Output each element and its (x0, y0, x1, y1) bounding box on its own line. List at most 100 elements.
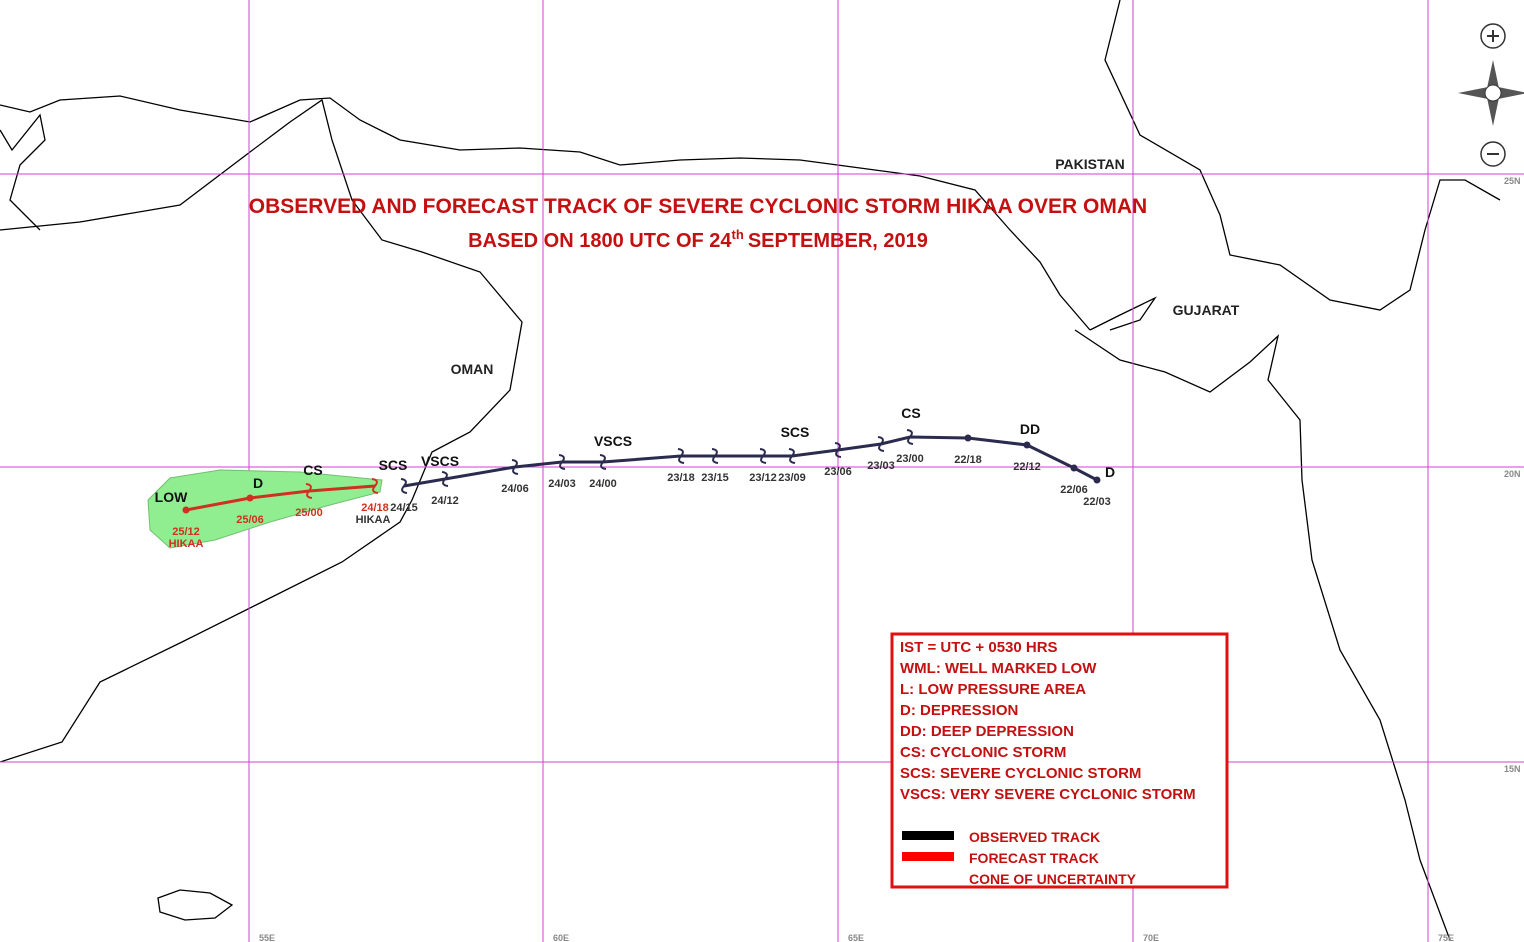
time-label: 24/18 (361, 502, 389, 514)
legend-note: SCS: SEVERE CYCLONIC STORM (900, 765, 1141, 782)
legend-note: WML: WELL MARKED LOW (900, 660, 1097, 677)
intensity-label: VSCS (421, 453, 459, 469)
cyclone-symbol (906, 429, 914, 445)
zoom-out[interactable] (1480, 141, 1506, 167)
region-label: PAKISTAN (1055, 156, 1124, 172)
legend: IST = UTC + 0530 HRS WML: WELL MARKED LOW… (900, 639, 1196, 887)
track-point (182, 506, 190, 514)
cyclone-symbol (834, 442, 842, 458)
time-label: 22/03 (1083, 496, 1111, 508)
cyclone-symbol (305, 483, 313, 499)
cyclone-symbol (400, 478, 408, 494)
legend-note: VSCS: VERY SEVERE CYCLONIC STORM (900, 786, 1196, 803)
track-point (1070, 464, 1078, 472)
longitude-label: 75E (1438, 933, 1454, 942)
intensity-label: CS (303, 462, 322, 478)
intensity-label: D (1105, 464, 1115, 480)
title-sup: th (732, 227, 744, 242)
legend-label: FORECAST TRACK (969, 850, 1099, 866)
title-line-1: OBSERVED AND FORECAST TRACK OF SEVERE CY… (249, 195, 1147, 218)
cyclone-symbol (599, 454, 607, 470)
cyclone-symbol (511, 459, 519, 475)
cyclone-symbol (788, 448, 796, 464)
time-label: 24/12 (431, 495, 459, 507)
legend-note: CS: CYCLONIC STORM (900, 744, 1066, 761)
iran-coast (0, 95, 1091, 331)
region-label: OMAN (451, 361, 494, 377)
legend-swatch (902, 852, 954, 861)
region-label: GUJARAT (1173, 302, 1240, 318)
longitude-label: 60E (553, 933, 569, 942)
longitude-label: 65E (848, 933, 864, 942)
time-label: 22/12 (1013, 461, 1041, 473)
storm-name: HIKAA (169, 538, 204, 550)
time-label: 24/06 (501, 483, 529, 495)
latitude-label: 15N (1504, 764, 1521, 774)
forecast-track (185, 484, 376, 512)
title-end: SEPTEMBER, 2019 (748, 230, 928, 252)
legend-note: D: DEPRESSION (900, 702, 1018, 719)
pakistan-border (1104, 0, 1501, 311)
intensity-label: D (253, 475, 263, 491)
storm-name: HIKAA (356, 514, 391, 526)
gulf-of-kutch (1089, 296, 1157, 331)
legend-box (890, 632, 1229, 889)
intensity-label: SCS (379, 457, 408, 473)
legend-label: CONE OF UNCERTAINTY (969, 871, 1137, 887)
track-point (1093, 476, 1101, 484)
socotra (157, 889, 234, 921)
time-label: 25/00 (295, 507, 323, 519)
legend-note: L: LOW PRESSURE AREA (900, 681, 1086, 698)
longitude-label: 70E (1143, 933, 1159, 942)
time-label: 22/06 (1060, 484, 1088, 496)
track: 22/03 D 22/06 22/12 DD 22/18 23/00 CS 23/03 23/06… (155, 405, 1115, 550)
legend-note: IST = UTC + 0530 HRS (900, 639, 1058, 656)
time-label: 24/03 (548, 478, 576, 490)
latitude-label: 25N (1504, 176, 1521, 186)
time-label: 24/15 (390, 502, 418, 514)
zoom-in[interactable] (1480, 23, 1506, 49)
intensity-label: DD (1020, 421, 1040, 437)
latitude-label: 20N (1504, 469, 1521, 479)
cyclone-symbol (677, 448, 685, 464)
time-label: 25/06 (236, 514, 264, 526)
time-label: 22/18 (954, 454, 982, 466)
time-label: 23/06 (824, 466, 852, 478)
time-label: 23/09 (778, 472, 806, 484)
intensity-label: CS (901, 405, 920, 421)
india-coast (1074, 329, 1451, 941)
legend-label: OBSERVED TRACK (969, 829, 1100, 845)
intensity-label: LOW (155, 489, 188, 505)
observed-track (403, 435, 1098, 488)
cyclone-symbol (441, 471, 449, 487)
qatar-uae (0, 113, 46, 231)
arabia-coast (0, 98, 523, 763)
time-label: 23/03 (867, 460, 895, 472)
cyclone-symbol (558, 454, 566, 470)
cyclone-symbol (711, 448, 719, 464)
time-label: 24/00 (589, 478, 617, 490)
title-line-2: BASED ON 1800 UTC OF 24th SEPTEMBER, 2019 (468, 227, 928, 252)
time-label: 23/12 (749, 472, 777, 484)
cyclone-symbol (371, 478, 379, 494)
time-label: 23/18 (667, 472, 695, 484)
time-label: 25/12 (172, 526, 200, 538)
cyclone-symbol (877, 436, 885, 452)
compass[interactable] (1458, 60, 1524, 126)
track-point (964, 434, 972, 442)
intensity-label: VSCS (594, 433, 632, 449)
track-point (246, 494, 254, 502)
time-label: 23/15 (701, 472, 729, 484)
cyclone-symbol (759, 448, 767, 464)
intensity-label: SCS (781, 424, 810, 440)
longitude-label: 55E (259, 933, 275, 942)
track-point (1023, 441, 1031, 449)
legend-note: DD: DEEP DEPRESSION (900, 723, 1074, 740)
time-label: 23/00 (896, 453, 924, 465)
title-start: BASED ON 1800 UTC OF 24 (468, 230, 732, 252)
legend-swatch (902, 831, 954, 840)
